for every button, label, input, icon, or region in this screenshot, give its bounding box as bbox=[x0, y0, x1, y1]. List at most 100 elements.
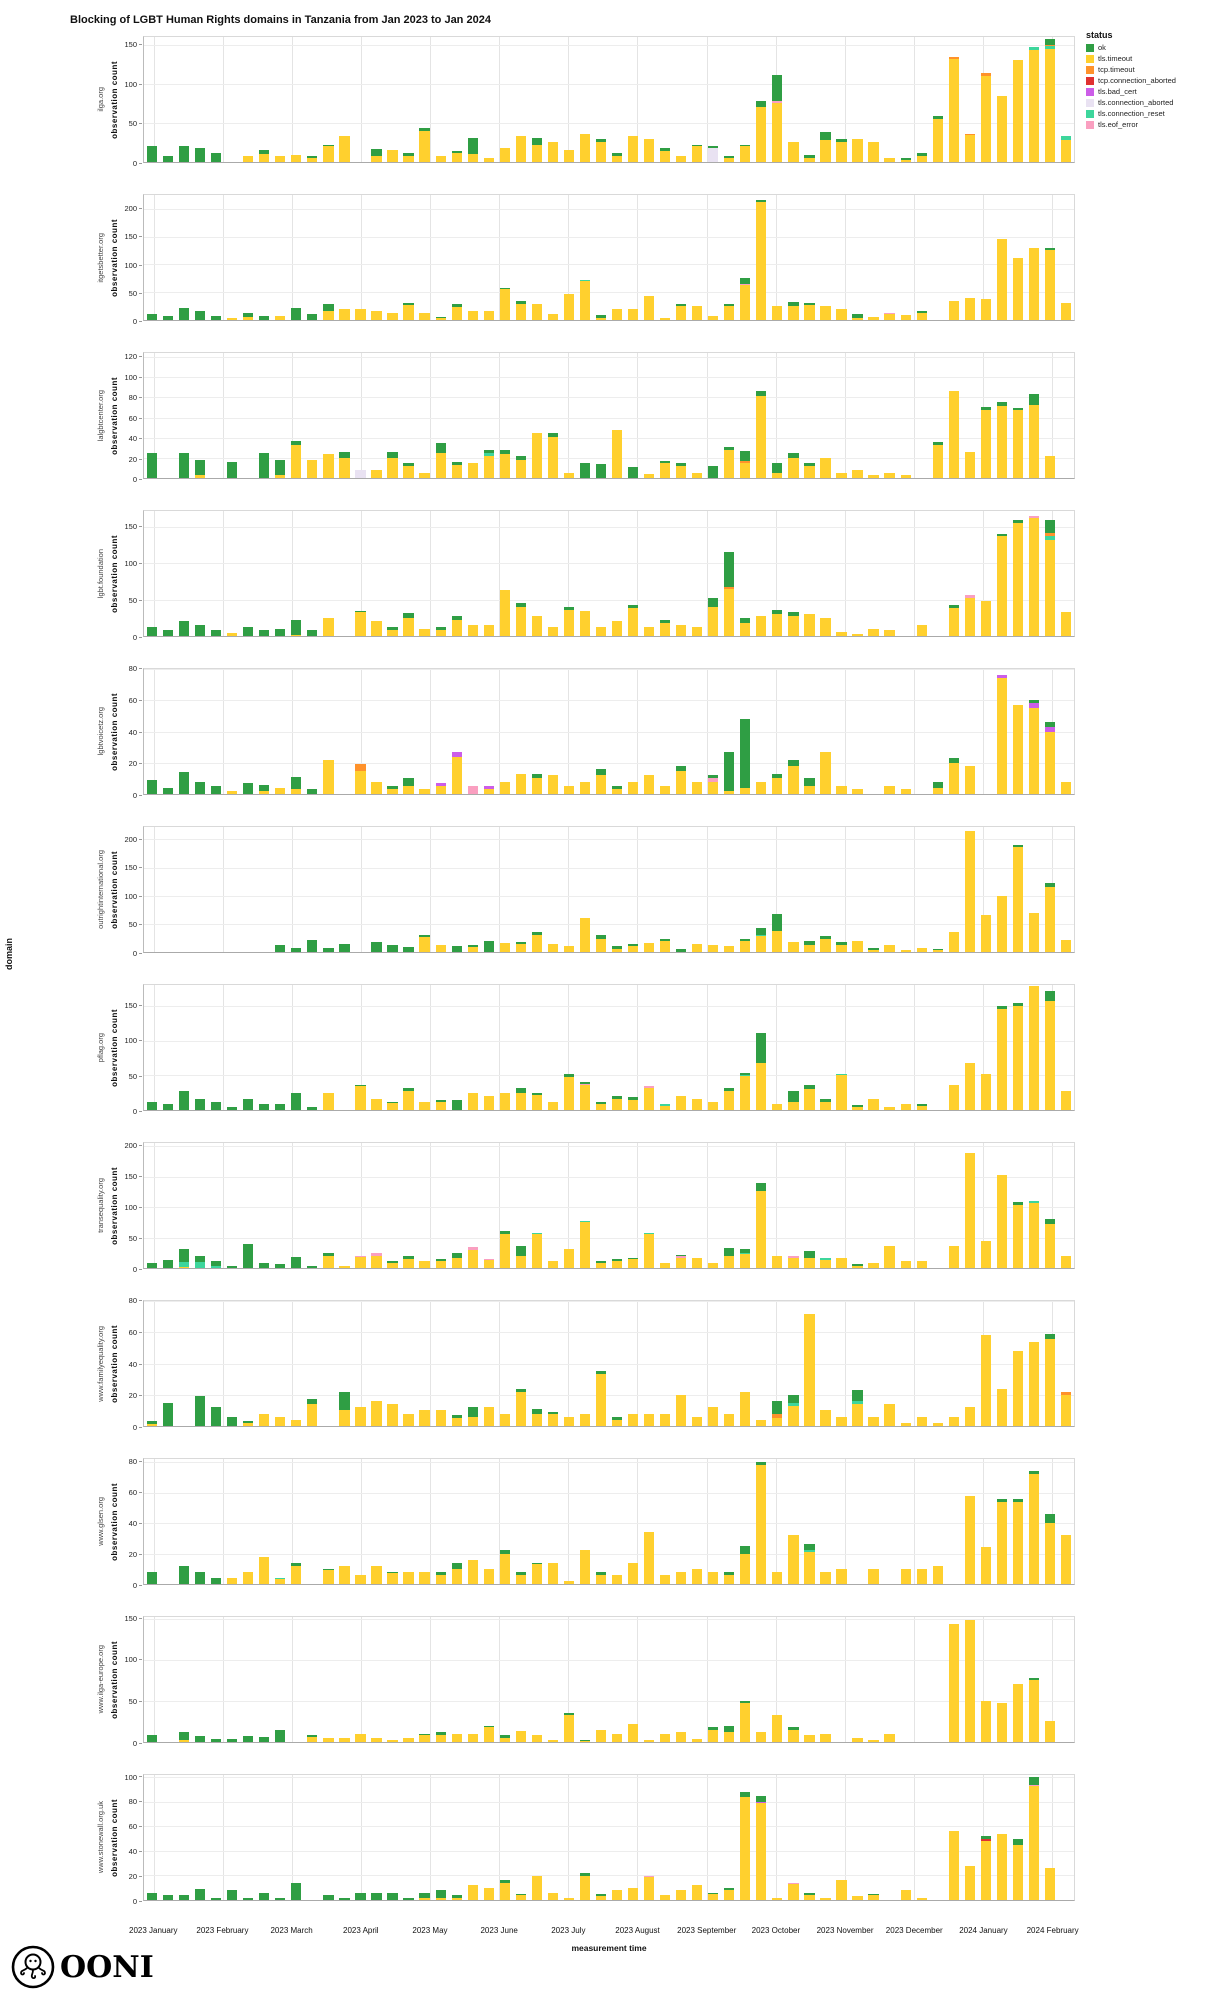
bar[interactable] bbox=[884, 1143, 895, 1268]
bar[interactable] bbox=[435, 1617, 446, 1742]
bar[interactable] bbox=[948, 511, 959, 636]
bar[interactable] bbox=[852, 985, 863, 1110]
bar[interactable] bbox=[259, 985, 270, 1110]
bar[interactable] bbox=[451, 985, 462, 1110]
bar[interactable] bbox=[243, 985, 254, 1110]
bar[interactable] bbox=[371, 1143, 382, 1268]
bar[interactable] bbox=[531, 669, 542, 794]
bar[interactable] bbox=[772, 1617, 783, 1742]
bar[interactable] bbox=[563, 1775, 575, 1900]
bar[interactable] bbox=[275, 353, 286, 478]
legend-item-tls.connection_reset[interactable]: tls.connection_reset bbox=[1086, 109, 1204, 118]
bar[interactable] bbox=[579, 1617, 591, 1742]
bar[interactable] bbox=[676, 1301, 687, 1426]
bar[interactable] bbox=[900, 1775, 911, 1900]
bar[interactable] bbox=[1028, 669, 1040, 794]
bar[interactable] bbox=[1044, 195, 1056, 320]
bar[interactable] bbox=[162, 1775, 174, 1900]
bar[interactable] bbox=[371, 1459, 382, 1584]
bar[interactable] bbox=[852, 511, 863, 636]
bar[interactable] bbox=[852, 827, 863, 952]
bar[interactable] bbox=[515, 1301, 526, 1426]
bar[interactable] bbox=[371, 353, 382, 478]
bar[interactable] bbox=[451, 1143, 462, 1268]
bar[interactable] bbox=[627, 37, 639, 162]
bar[interactable] bbox=[563, 827, 575, 952]
bar[interactable] bbox=[772, 985, 783, 1110]
bar[interactable] bbox=[355, 985, 366, 1110]
bar[interactable] bbox=[403, 827, 414, 952]
bar[interactable] bbox=[387, 1775, 398, 1900]
bar[interactable] bbox=[371, 1775, 382, 1900]
bar[interactable] bbox=[724, 827, 735, 952]
bar[interactable] bbox=[676, 985, 687, 1110]
bar[interactable] bbox=[275, 1617, 286, 1742]
bar[interactable] bbox=[339, 827, 350, 952]
bar[interactable] bbox=[243, 1775, 254, 1900]
bar[interactable] bbox=[563, 353, 575, 478]
bar[interactable] bbox=[692, 353, 703, 478]
bar[interactable] bbox=[291, 1459, 302, 1584]
bar[interactable] bbox=[467, 511, 478, 636]
bar[interactable] bbox=[419, 1459, 430, 1584]
bar[interactable] bbox=[964, 353, 975, 478]
bar[interactable] bbox=[643, 827, 655, 952]
bar[interactable] bbox=[659, 985, 671, 1110]
bar[interactable] bbox=[499, 1143, 510, 1268]
bar[interactable] bbox=[211, 1459, 222, 1584]
bar[interactable] bbox=[355, 669, 366, 794]
bar[interactable] bbox=[676, 827, 687, 952]
bar[interactable] bbox=[483, 37, 494, 162]
bar[interactable] bbox=[259, 1459, 270, 1584]
bar[interactable] bbox=[371, 827, 382, 952]
bar[interactable] bbox=[852, 1143, 863, 1268]
bar[interactable] bbox=[178, 1775, 190, 1900]
bar[interactable] bbox=[1012, 1143, 1023, 1268]
bar[interactable] bbox=[307, 669, 318, 794]
bar[interactable] bbox=[1060, 669, 1072, 794]
bar[interactable] bbox=[643, 195, 655, 320]
bar[interactable] bbox=[547, 195, 558, 320]
bar[interactable] bbox=[291, 353, 302, 478]
bar[interactable] bbox=[323, 985, 334, 1110]
bar[interactable] bbox=[499, 353, 510, 478]
bar[interactable] bbox=[579, 1301, 591, 1426]
bar[interactable] bbox=[275, 827, 286, 952]
bar[interactable] bbox=[467, 1775, 478, 1900]
bar[interactable] bbox=[323, 37, 334, 162]
bar[interactable] bbox=[724, 37, 735, 162]
bar[interactable] bbox=[515, 37, 526, 162]
bar[interactable] bbox=[1012, 827, 1023, 952]
bar[interactable] bbox=[483, 1143, 494, 1268]
bar[interactable] bbox=[435, 1459, 446, 1584]
bar[interactable] bbox=[579, 1143, 591, 1268]
bar[interactable] bbox=[1060, 1143, 1072, 1268]
bar[interactable] bbox=[820, 669, 831, 794]
bar[interactable] bbox=[403, 1617, 414, 1742]
bar[interactable] bbox=[804, 1459, 815, 1584]
bar[interactable] bbox=[836, 1143, 847, 1268]
bar[interactable] bbox=[162, 669, 174, 794]
bar[interactable] bbox=[194, 1617, 206, 1742]
bar[interactable] bbox=[659, 353, 671, 478]
bar[interactable] bbox=[868, 1459, 879, 1584]
bar[interactable] bbox=[836, 1459, 847, 1584]
bar[interactable] bbox=[1044, 827, 1056, 952]
bar[interactable] bbox=[178, 1143, 190, 1268]
bar[interactable] bbox=[323, 669, 334, 794]
bar[interactable] bbox=[756, 1301, 767, 1426]
bar[interactable] bbox=[323, 1775, 334, 1900]
bar[interactable] bbox=[772, 195, 783, 320]
bar[interactable] bbox=[291, 985, 302, 1110]
bar[interactable] bbox=[611, 353, 623, 478]
bar[interactable] bbox=[194, 1775, 206, 1900]
bar[interactable] bbox=[211, 1301, 222, 1426]
bar[interactable] bbox=[1028, 985, 1040, 1110]
bar[interactable] bbox=[419, 985, 430, 1110]
bar[interactable] bbox=[1012, 669, 1023, 794]
bar[interactable] bbox=[371, 669, 382, 794]
bar[interactable] bbox=[403, 195, 414, 320]
bar[interactable] bbox=[194, 669, 206, 794]
bar[interactable] bbox=[708, 511, 719, 636]
bar[interactable] bbox=[291, 1143, 302, 1268]
